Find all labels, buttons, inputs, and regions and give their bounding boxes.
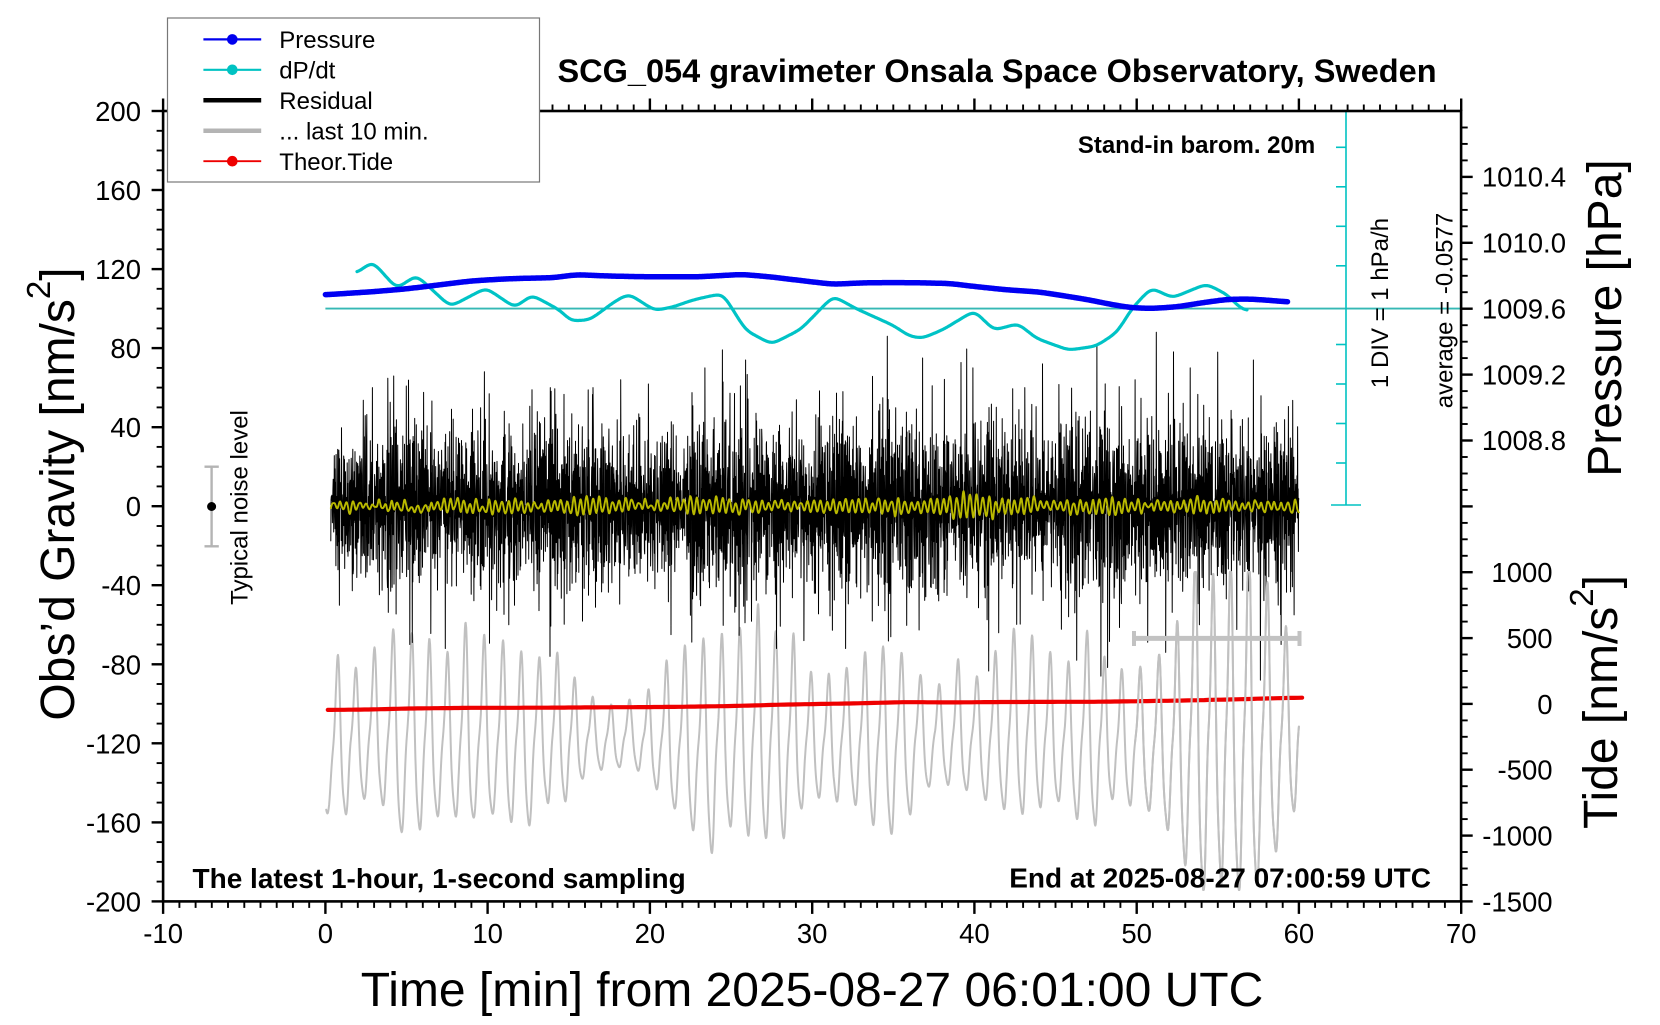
- svg-text:-10: -10: [143, 918, 183, 949]
- svg-text:... last 10 min.: ... last 10 min.: [279, 118, 428, 145]
- svg-text:1009.2: 1009.2: [1482, 359, 1566, 390]
- svg-text:20: 20: [635, 918, 666, 949]
- svg-text:The latest 1-hour, 1-second sa: The latest 1-hour, 1-second sampling: [193, 863, 686, 894]
- svg-text:30: 30: [797, 918, 828, 949]
- svg-text:40: 40: [110, 412, 141, 443]
- svg-text:70: 70: [1446, 918, 1477, 949]
- svg-text:200: 200: [95, 96, 141, 127]
- svg-text:1009.6: 1009.6: [1482, 293, 1566, 324]
- svg-text:60: 60: [1284, 918, 1315, 949]
- svg-text:500: 500: [1507, 623, 1553, 654]
- svg-text:1 DIV = 1 hPa/h: 1 DIV = 1 hPa/h: [1367, 218, 1394, 388]
- svg-text:40: 40: [959, 918, 990, 949]
- svg-text:160: 160: [95, 175, 141, 206]
- svg-text:average = -0.0577: average = -0.0577: [1432, 213, 1459, 408]
- svg-text:dP/dt: dP/dt: [279, 57, 335, 84]
- svg-text:1010.0: 1010.0: [1482, 228, 1566, 259]
- svg-text:0: 0: [1537, 689, 1552, 720]
- svg-text:10: 10: [472, 918, 503, 949]
- svg-text:-200: -200: [86, 886, 141, 917]
- svg-text:Theor.Tide: Theor.Tide: [279, 149, 393, 176]
- svg-text:0: 0: [126, 491, 141, 522]
- svg-text:End at 2025-08-27 07:00:59 UTC: End at 2025-08-27 07:00:59 UTC: [1009, 863, 1431, 894]
- svg-text:-500: -500: [1498, 755, 1553, 786]
- svg-text:80: 80: [110, 333, 141, 364]
- svg-text:120: 120: [95, 254, 141, 285]
- svg-text:Pressure: Pressure: [279, 27, 375, 54]
- svg-text:-1500: -1500: [1482, 886, 1552, 917]
- svg-text:SCG_054 gravimeter Onsala Spac: SCG_054 gravimeter Onsala Space Observat…: [557, 53, 1436, 89]
- svg-text:1010.4: 1010.4: [1482, 162, 1566, 193]
- svg-text:-40: -40: [101, 570, 141, 601]
- svg-text:-120: -120: [86, 728, 141, 759]
- svg-text:Stand-in barom. 20m: Stand-in barom. 20m: [1078, 132, 1315, 159]
- svg-text:50: 50: [1121, 918, 1152, 949]
- svg-text:Residual: Residual: [279, 88, 372, 115]
- svg-text:0: 0: [318, 918, 333, 949]
- svg-text:-160: -160: [86, 807, 141, 838]
- svg-text:Typical noise level: Typical noise level: [227, 410, 254, 605]
- svg-text:-80: -80: [101, 649, 141, 680]
- svg-text:1008.8: 1008.8: [1482, 425, 1566, 456]
- svg-text:-1000: -1000: [1482, 821, 1552, 852]
- svg-text:1000: 1000: [1491, 557, 1552, 588]
- svg-text:Pressure [hPa]: Pressure [hPa]: [1579, 159, 1632, 476]
- svg-text:Time [min] from 2025-08-27 06:: Time [min] from 2025-08-27 06:01:00 UTC: [361, 964, 1264, 1017]
